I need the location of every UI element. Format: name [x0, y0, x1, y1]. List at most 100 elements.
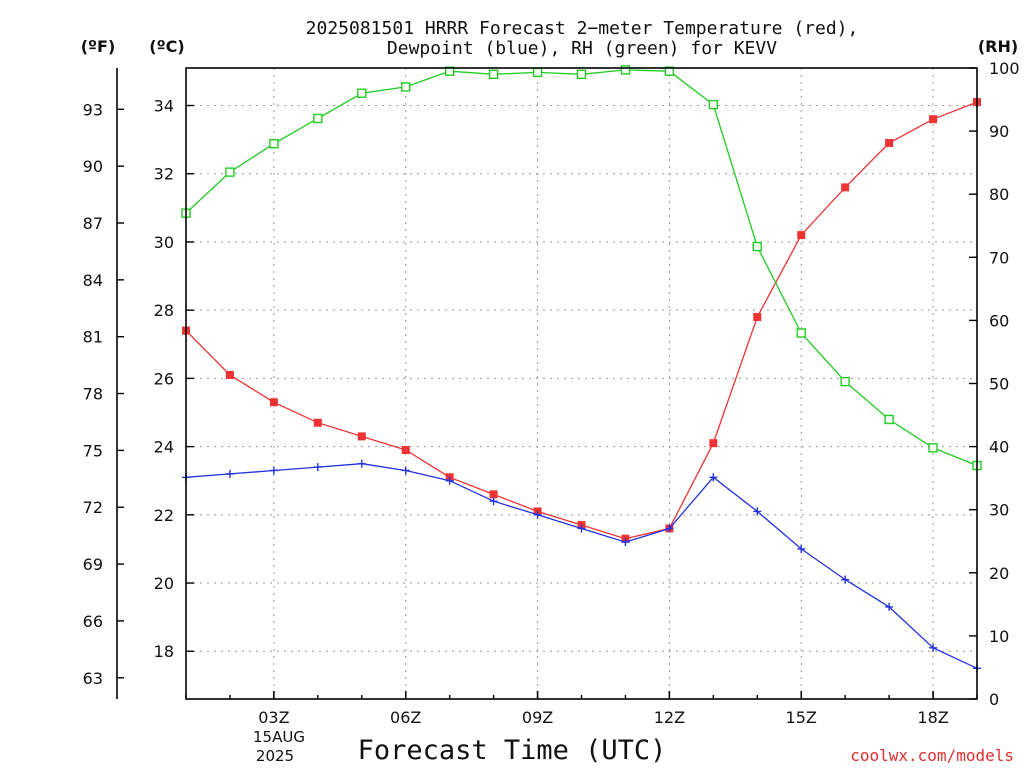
dewpoint-point — [489, 497, 498, 506]
rh-tick-label: 90 — [989, 122, 1009, 141]
dewpoint-point — [225, 469, 234, 478]
temperature-point — [269, 398, 278, 407]
rh-line — [185, 69, 978, 467]
rh-unit-label: (RH) — [978, 37, 1018, 56]
rh-point — [796, 328, 806, 338]
chart-title-line2: Dewpoint (blue), RH (green) for KEVV — [387, 38, 777, 59]
rh-point — [840, 376, 850, 387]
temperature-point — [357, 432, 366, 441]
temperature-point — [709, 439, 718, 448]
celsius-axis: 18 20 22 24 26 28 30 32 34 — [154, 97, 194, 661]
rh-point — [708, 99, 719, 110]
date-label-year: 2025 — [256, 747, 294, 765]
rh-tick-label: 10 — [989, 627, 1009, 646]
dewpoint-point — [753, 507, 762, 516]
dewpoint-point — [577, 524, 586, 533]
dewpoint-line — [185, 463, 978, 669]
x-tick-label: 09Z — [522, 708, 553, 727]
x-tick-label: 06Z — [390, 708, 421, 727]
rh-point — [444, 66, 455, 76]
celsius-unit-label: (ºC) — [149, 37, 184, 56]
rh-tick-label: 0 — [989, 690, 999, 709]
x-tick-label: 18Z — [917, 708, 948, 727]
series-temperature — [182, 98, 981, 543]
rh-point — [576, 69, 587, 80]
dewpoint-point — [533, 510, 542, 519]
dewpoint-point — [313, 463, 322, 472]
temperature-point — [929, 115, 938, 124]
rh-point — [269, 139, 279, 149]
rh-point — [884, 414, 894, 425]
dewpoint-point — [929, 643, 938, 652]
fahrenheit-tick-label: 93 — [83, 100, 103, 119]
x-axis-title: Forecast Time (UTC) — [358, 735, 667, 766]
celsius-tick-label: 20 — [154, 574, 174, 593]
temperature-point — [885, 139, 894, 148]
date-label-day: 15AUG — [253, 728, 305, 746]
x-tick-label: 03Z — [258, 708, 289, 727]
rh-point — [532, 67, 543, 78]
celsius-tick-label: 18 — [154, 642, 174, 661]
plot-frame — [185, 67, 978, 700]
credit-text: coolwx.com/models — [850, 746, 1014, 765]
fahrenheit-unit-label: (ºF) — [81, 37, 116, 56]
fahrenheit-tick-label: 84 — [83, 271, 103, 290]
fahrenheit-axis: 63 66 69 72 75 78 81 84 87 90 93 — [83, 100, 124, 688]
rh-tick-label: 30 — [989, 501, 1009, 520]
temperature-point — [489, 490, 498, 499]
rh-tick-label: 20 — [989, 564, 1009, 583]
data-series — [181, 65, 982, 673]
dewpoint-point — [665, 524, 674, 533]
dewpoint-point — [885, 602, 894, 611]
celsius-tick-label: 24 — [154, 438, 174, 457]
rh-point — [928, 443, 938, 453]
rh-tick-label: 60 — [989, 311, 1009, 330]
rh-point — [401, 82, 411, 92]
fahrenheit-tick-label: 78 — [83, 385, 103, 404]
dewpoint-point — [269, 466, 278, 475]
dewpoint-point — [621, 538, 630, 547]
temperature-point — [401, 446, 410, 455]
dewpoint-point — [709, 473, 718, 482]
temperature-point — [841, 183, 850, 192]
fahrenheit-tick-label: 75 — [83, 441, 103, 460]
rh-tick-label: 40 — [989, 438, 1009, 457]
series-dewpoint — [182, 459, 981, 673]
rh-tick-label: 70 — [989, 248, 1009, 267]
dewpoint-point — [797, 544, 806, 553]
celsius-tick-label: 32 — [154, 165, 174, 184]
dewpoint-point — [357, 459, 366, 468]
fahrenheit-tick-label: 66 — [83, 612, 103, 631]
celsius-tick-label: 22 — [154, 506, 174, 525]
grid-lines — [186, 68, 977, 699]
rh-point — [620, 65, 631, 75]
x-tick-label: 12Z — [654, 708, 685, 727]
celsius-tick-label: 26 — [154, 369, 174, 388]
rh-point — [357, 88, 367, 98]
temperature-line — [185, 101, 978, 540]
fahrenheit-tick-label: 69 — [83, 555, 103, 574]
fahrenheit-tick-label: 87 — [83, 214, 103, 233]
rh-point — [488, 69, 499, 80]
rh-point — [752, 241, 762, 252]
temperature-point — [225, 370, 234, 379]
series-rh — [181, 65, 982, 471]
chart-title-line1: 2025081501 HRRR Forecast 2−meter Tempera… — [306, 18, 859, 39]
celsius-tick-label: 34 — [154, 97, 174, 116]
rh-tick-label: 100 — [989, 59, 1020, 78]
rh-point — [225, 167, 235, 177]
dewpoint-point — [445, 476, 454, 485]
fahrenheit-tick-label: 72 — [83, 498, 103, 517]
fahrenheit-tick-label: 90 — [83, 157, 103, 176]
temperature-point — [797, 231, 806, 240]
celsius-tick-label: 28 — [154, 301, 174, 320]
fahrenheit-tick-label: 81 — [83, 328, 103, 347]
temperature-point — [313, 418, 322, 427]
x-tick-label: 15Z — [786, 708, 817, 727]
dewpoint-point — [401, 466, 410, 475]
dewpoint-point — [841, 575, 850, 584]
rh-tick-label: 50 — [989, 375, 1009, 394]
celsius-tick-label: 30 — [154, 233, 174, 252]
temperature-point — [753, 312, 762, 321]
